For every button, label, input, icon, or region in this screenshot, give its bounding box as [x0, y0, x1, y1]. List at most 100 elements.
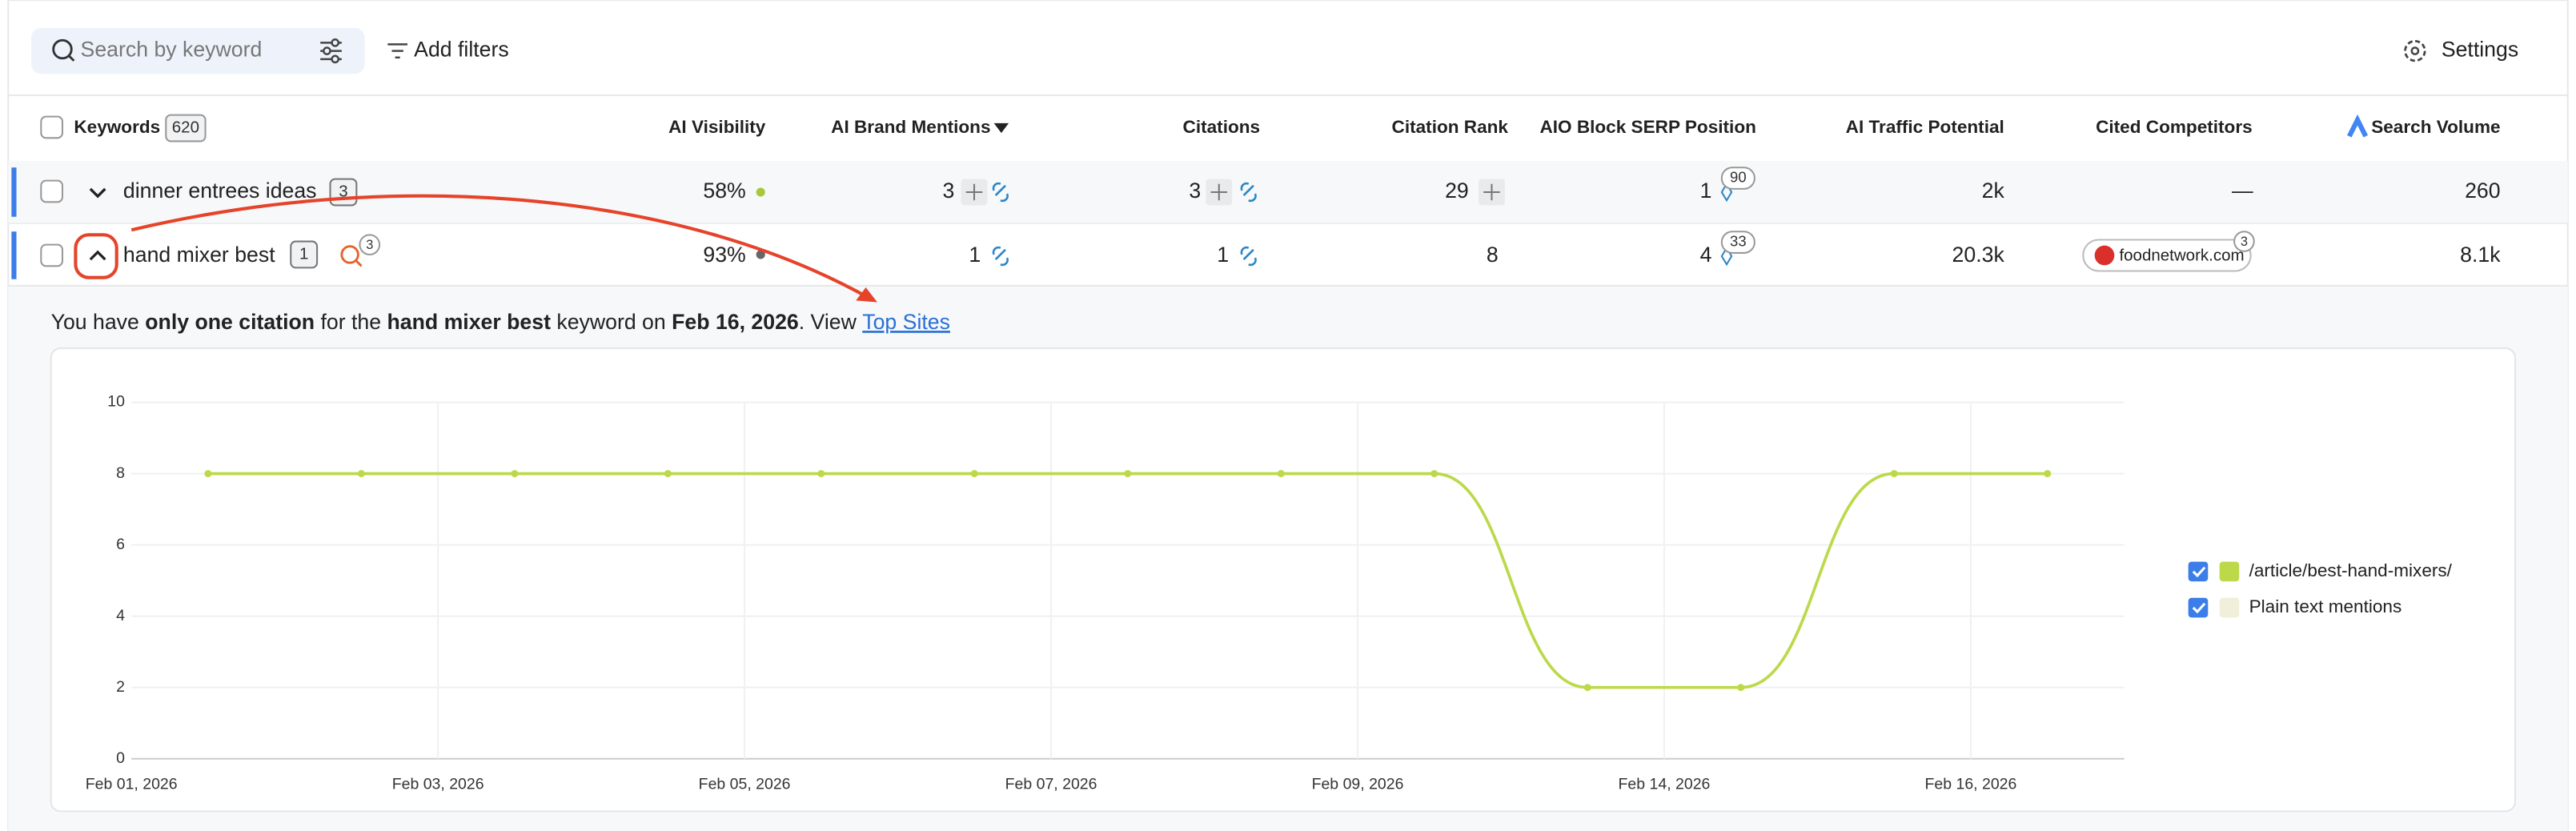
competitor: foodnetwork.com [2119, 246, 2244, 264]
citations: 3 [1189, 179, 1201, 203]
search-box[interactable] [30, 27, 365, 74]
filter-settings-icon[interactable] [320, 38, 342, 64]
aio-badge: 90 [1730, 168, 1747, 185]
settings-icon [2404, 39, 2426, 62]
x-tick-label: Feb 03, 2026 [392, 776, 484, 793]
x-tick-label: Feb 01, 2026 [86, 776, 178, 793]
column-header: AI Visibility [668, 117, 766, 137]
competitor-pill[interactable] [2082, 239, 2252, 272]
badge [1720, 167, 1755, 190]
badge [290, 240, 319, 269]
legend-check [2192, 566, 2206, 578]
search-icon [52, 38, 73, 60]
aio-position: 4 [1700, 243, 1712, 267]
count: 3 [339, 182, 347, 200]
row[interactable] [8, 161, 2568, 223]
column-header: Citation Rank [1392, 117, 1509, 137]
y-tick-label: 4 [116, 607, 125, 624]
link-icon[interactable] [1240, 182, 1257, 203]
status-dot [756, 187, 765, 197]
point [1583, 684, 1591, 692]
keywords-count: 620 [172, 118, 199, 136]
legend-checkbox [2188, 597, 2209, 618]
search-icon [68, 54, 75, 62]
point [1890, 470, 1898, 478]
column-header: Keywords [74, 117, 160, 137]
column-header: Search Volume [2371, 117, 2500, 137]
checkbox[interactable] [40, 115, 64, 139]
expand-chevron[interactable] [89, 187, 106, 199]
point [1737, 684, 1745, 692]
add-button [1210, 183, 1228, 201]
mention-badge: 3 [366, 238, 373, 252]
traffic: 20.3k [1952, 243, 2005, 267]
x-tick-label: Feb 07, 2026 [1005, 776, 1097, 793]
message-text: . View [799, 310, 863, 334]
row-indicator [11, 167, 17, 217]
x-tick-label: Feb 16, 2026 [1924, 776, 2016, 793]
top-sites-link[interactable]: Top Sites [862, 310, 950, 334]
x-tick-label: Feb 05, 2026 [699, 776, 791, 793]
point [204, 470, 212, 478]
point [817, 470, 825, 478]
annotation-arrow [130, 194, 872, 301]
message-text: only one citation [145, 310, 315, 334]
x-tick-label: Feb 09, 2026 [1312, 776, 1404, 793]
plot: 0 2 4 6 8 10 Feb 01, 2026 Feb 03, 2026 Feb 05, 2… [86, 393, 2453, 793]
legend-label: Plain text mentions [2249, 596, 2402, 616]
add-button [1483, 183, 1500, 201]
x-tick-label: Feb 14, 2026 [1619, 776, 1711, 793]
badge [165, 114, 207, 143]
point [1430, 470, 1438, 478]
legend-swatch [2219, 561, 2240, 582]
legend-checkbox [2188, 561, 2209, 582]
y-tick-label: 8 [116, 464, 125, 482]
column-header[interactable]: AI Brand Mentions [831, 117, 990, 137]
y-tick-label: 6 [116, 536, 125, 553]
aio-badge: 33 [1730, 232, 1747, 249]
column-header: Cited Competitors [2096, 117, 2253, 137]
link-icon[interactable] [992, 182, 1009, 203]
add-filters[interactable]: Add filters [414, 38, 509, 62]
link-icon[interactable] [1240, 246, 1257, 267]
column-header: AIO Block SERP Position [1539, 117, 1755, 137]
point [1124, 470, 1132, 478]
sort-icon [993, 122, 1009, 134]
keyword: hand mixer best [123, 243, 275, 267]
status-dot [756, 250, 765, 259]
brand-mentions: 3 [943, 179, 955, 203]
competitor-logo [2094, 245, 2115, 266]
citations: 1 [1217, 243, 1229, 267]
y-tick-label: 10 [107, 393, 125, 411]
message-text: Feb 16, 2026 [672, 310, 799, 334]
legend-label: /article/best-hand-mixers/ [2249, 560, 2453, 580]
collapse-chevron[interactable] [89, 250, 106, 261]
point [664, 470, 672, 478]
keyword: dinner entrees ideas [123, 179, 317, 203]
badge [1720, 231, 1755, 254]
settings[interactable]: Settings [2442, 38, 2518, 62]
settings-icon [2410, 46, 2420, 55]
brand-mentions: 1 [969, 243, 981, 267]
badge [359, 234, 381, 255]
point [357, 470, 365, 478]
checkbox[interactable] [40, 243, 64, 267]
volume: 8.1k [2460, 243, 2501, 267]
mention-icon [340, 245, 359, 264]
traffic: 2k [1982, 179, 2005, 203]
ai-visibility: 58% [703, 179, 745, 203]
checkbox[interactable] [40, 179, 64, 203]
link-icon[interactable] [992, 246, 1009, 267]
competitors: — [2232, 179, 2253, 203]
count: 1 [299, 244, 308, 263]
message-text: for the [315, 310, 387, 334]
filter-icon [387, 43, 407, 59]
annotation-arrowhead [856, 287, 877, 303]
point [511, 470, 519, 478]
add-button [965, 183, 983, 201]
ai-visibility: 93% [703, 243, 745, 267]
chart-card [50, 347, 2517, 813]
y-tick-label: 2 [116, 678, 125, 696]
badge [2233, 231, 2255, 252]
